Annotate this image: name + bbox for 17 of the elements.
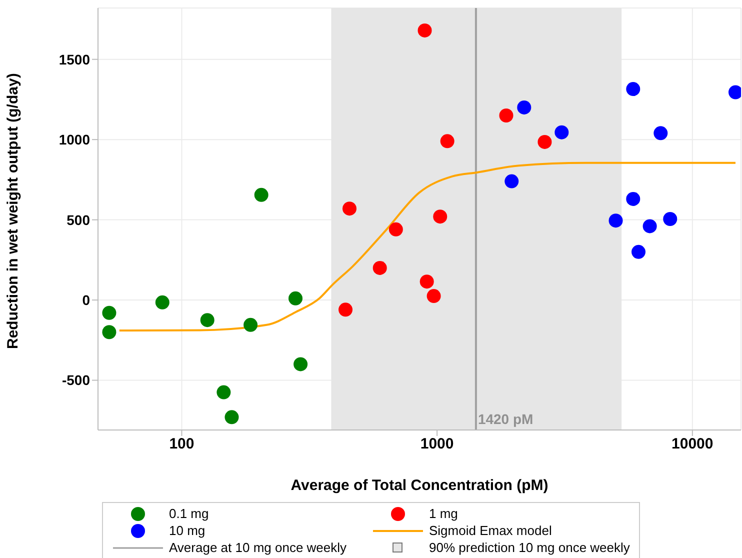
x-tick-label: 1000: [420, 436, 454, 453]
x-axis-title: Average of Total Concentration (pM): [290, 477, 548, 494]
legend-label: 90% prediction 10 mg once weekly: [429, 540, 630, 555]
y-tick-label: 0: [82, 292, 90, 308]
legend-label: Average at 10 mg once weekly: [169, 540, 347, 555]
y-tick-label: -500: [62, 372, 90, 388]
y-tick-label: 1000: [58, 132, 90, 148]
annotation: 1420 pM: [478, 411, 534, 427]
y-tick-label: 500: [66, 212, 90, 228]
x-tick-label: 10000: [672, 436, 714, 453]
y-tick-label: 1500: [58, 51, 90, 68]
legend-label: 1 mg: [429, 506, 458, 521]
legend-label: Sigmoid Emax model: [429, 523, 552, 538]
x-tick-label: 100: [169, 436, 194, 453]
legend-label: 0.1 mg: [169, 506, 209, 521]
legend-label: 10 mg: [169, 523, 206, 538]
y-axis-title: Reduction in wet weight output (g/day): [4, 73, 22, 349]
